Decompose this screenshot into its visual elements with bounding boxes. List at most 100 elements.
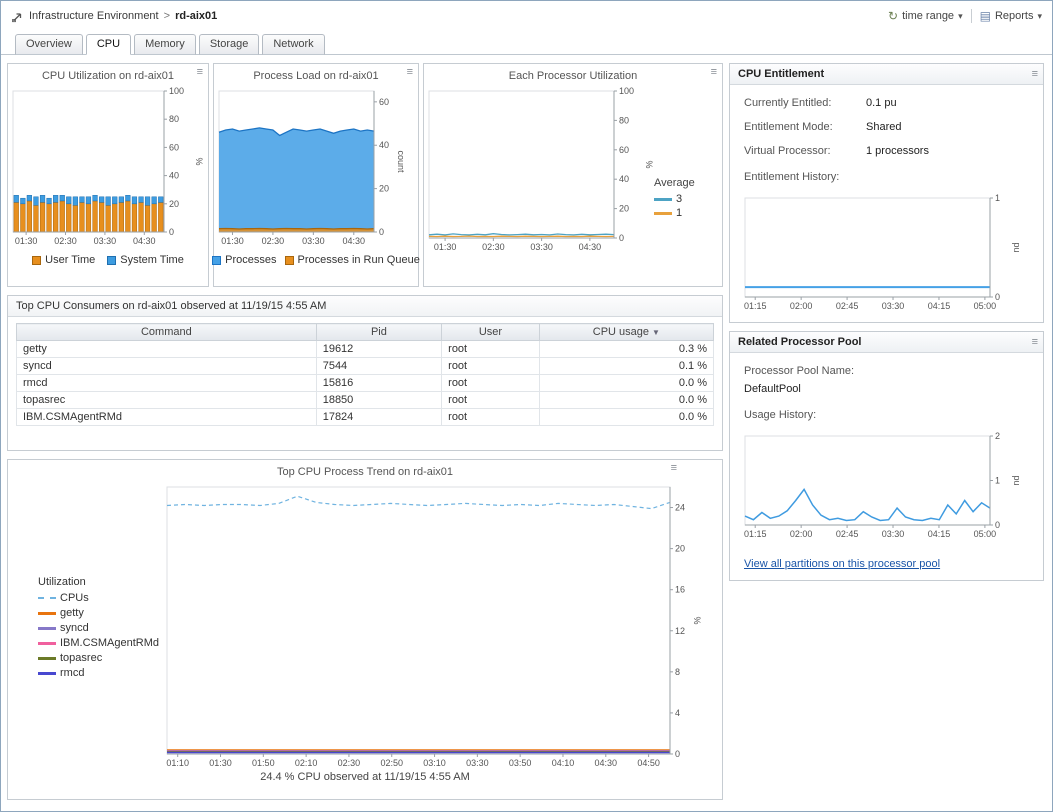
legend-label: syncd (60, 622, 89, 634)
top-chart-row: CPU Utilization on rd-aix01 ≡ 0 20 40 60 80 1… (7, 63, 723, 287)
table-row[interactable]: topasrec 18850 root 0.0 % (16, 391, 715, 409)
view-partitions-link[interactable]: View all partitions on this processor po… (744, 558, 941, 570)
legend-item: IBM.CSMAgentRMd (38, 637, 162, 649)
breadcrumb-root[interactable]: Infrastructure Environment (29, 10, 159, 22)
processes-swatch (212, 255, 222, 265)
syncd-swatch (38, 626, 56, 630)
tab-memory[interactable]: Memory (134, 34, 196, 55)
chart-legend: Processes Processes in Run Queue (212, 254, 420, 266)
cell-pid: 15816 (315, 374, 443, 392)
svg-text:01:30: 01:30 (15, 236, 38, 246)
table-row[interactable]: IBM.CSMAgentRMd 17824 root 0.0 % (16, 408, 715, 426)
svg-text:01:30: 01:30 (209, 758, 232, 768)
svg-text:20: 20 (379, 184, 389, 194)
cell-pid: 7544 (315, 357, 443, 375)
run-queue-swatch (284, 255, 294, 265)
svg-text:03:50: 03:50 (509, 758, 532, 768)
legend-item: 1 (654, 207, 716, 219)
svg-text:80: 80 (619, 115, 629, 125)
tab-storage[interactable]: Storage (198, 34, 260, 55)
panel-menu-icon[interactable]: ≡ (1031, 68, 1038, 80)
svg-text:05:00: 05:00 (974, 529, 997, 539)
column-header-user[interactable]: User (441, 323, 540, 341)
svg-text:03:30: 03:30 (94, 236, 117, 246)
related-processor-pool-panel: Related Processor Pool ≡ Processor Pool … (729, 331, 1044, 581)
svg-text:03:30: 03:30 (466, 758, 489, 768)
chart-body: 0 20 40 60 80 100% 01:30 02:30 03:30 04:30 Averag… (424, 84, 722, 254)
field-row: Currently Entitled: 0.1 pu (744, 97, 1043, 109)
left-column: CPU Utilization on rd-aix01 ≡ 0 20 40 60 80 1… (7, 63, 723, 800)
chart-title: CPU Utilization on rd-aix01 (41, 70, 175, 82)
cell-cpu: 0.0 % (538, 391, 715, 409)
chart-menu-icon[interactable]: ≡ (710, 66, 717, 78)
panel-header: CPU Entitlement (730, 64, 1043, 85)
column-header-pid[interactable]: Pid (315, 323, 443, 341)
svg-text:01:30: 01:30 (221, 236, 244, 246)
svg-text:01:15: 01:15 (744, 301, 767, 311)
svg-text:05:00: 05:00 (974, 301, 997, 311)
tab-network[interactable]: Network (262, 34, 325, 55)
svg-text:2: 2 (995, 431, 1000, 441)
field-label: Virtual Processor: (744, 145, 831, 157)
breadcrumb: Infrastructure Environment > rd-aix01 (11, 10, 217, 23)
svg-text:04:30: 04:30 (133, 236, 156, 246)
svg-text:%: % (692, 616, 702, 624)
chart-menu-icon[interactable]: ≡ (196, 66, 203, 78)
legend-title: Utilization (38, 576, 86, 588)
svg-text:04:50: 04:50 (637, 758, 660, 768)
svg-text:02:30: 02:30 (262, 236, 285, 246)
cell-user: root (441, 391, 540, 409)
legend-label: Processes in Run Queue (297, 254, 420, 266)
cell-cpu: 0.0 % (538, 374, 715, 392)
chart-legend: User Time System Time (8, 254, 208, 266)
svg-text:12: 12 (675, 626, 685, 636)
svg-text:40: 40 (169, 171, 179, 181)
svg-text:20: 20 (169, 199, 179, 209)
svg-text:100: 100 (619, 86, 634, 96)
cell-user: root (441, 357, 540, 375)
reports-control[interactable]: ▤ Reports ▾ (980, 9, 1042, 23)
each-processor-panel: Each Processor Utilization ≡ 0 20 40 60 80 10… (423, 63, 723, 287)
usage-history-chart[interactable]: 0 1 2 pu 01:15 02:00 02:45 03:30 04:15 05:00 (740, 429, 1030, 541)
legend-label: User Time (45, 254, 96, 266)
cpu-utilization-chart[interactable]: 0 20 40 60 80 100% 01:30 02:30 03:30 04:30 (8, 84, 204, 248)
chart-menu-icon[interactable]: ≡ (406, 66, 413, 78)
tab-overview[interactable]: Overview (15, 34, 83, 55)
chart-body: Utilization CPUs getty syncd (12, 480, 718, 770)
column-header-cpu-usage[interactable]: CPU usage ▼ (538, 323, 715, 341)
cell-pid: 18850 (315, 391, 443, 409)
svg-text:0: 0 (995, 292, 1000, 302)
cpu3-swatch (654, 197, 672, 201)
cpus-swatch (38, 597, 56, 599)
svg-text:02:45: 02:45 (836, 529, 859, 539)
table-row[interactable]: syncd 7544 root 0.1 % (16, 357, 715, 375)
time-range-control[interactable]: ↻ time range ▾ (888, 9, 963, 23)
entitlement-history-chart[interactable]: 0 1 pu 01:15 02:00 02:45 03:30 04:15 05:00 (740, 191, 1030, 313)
svg-text:20: 20 (619, 204, 629, 214)
cell-pid: 19612 (315, 340, 443, 358)
chevron-down-icon: ▾ (958, 10, 963, 21)
svg-text:03:30: 03:30 (882, 529, 905, 539)
system-time-swatch (107, 255, 117, 265)
time-range-icon: ↻ (888, 9, 899, 23)
svg-text:pu: pu (1012, 475, 1022, 485)
svg-text:40: 40 (619, 174, 629, 184)
svg-text:1: 1 (995, 193, 1000, 203)
column-header-command[interactable]: Command (16, 323, 317, 341)
each-processor-chart[interactable]: 0 20 40 60 80 100% 01:30 02:30 03:30 04:30 (424, 84, 654, 254)
svg-text:04:15: 04:15 (928, 529, 951, 539)
panel-menu-icon[interactable]: ≡ (1031, 336, 1038, 348)
table-row[interactable]: rmcd 15816 root 0.0 % (16, 374, 715, 392)
trend-panel: Top CPU Process Trend on rd-aix01 ≡ Util… (7, 459, 723, 800)
legend-item: Processes in Run Queue (284, 254, 420, 266)
tab-cpu[interactable]: CPU (85, 34, 132, 55)
top-bar-actions: ↻ time range ▾ ▤ Reports ▾ (888, 9, 1042, 23)
table-row[interactable]: getty 19612 root 0.3 % (16, 340, 715, 358)
process-load-chart[interactable]: 0 20 40 60 count 01:30 02:30 03:30 04:30 (214, 84, 414, 248)
trend-chart[interactable]: 0 4 8 12 16 20 24% 01:10 01:30 01:50 02:10 02:30 02:… (162, 480, 710, 770)
svg-text:01:10: 01:10 (166, 758, 189, 768)
top-cpu-consumers-panel: Top CPU Consumers on rd-aix01 observed a… (7, 295, 723, 451)
field-label: Entitlement Mode: (744, 121, 833, 133)
chart-menu-icon[interactable]: ≡ (670, 462, 677, 474)
svg-text:60: 60 (619, 145, 629, 155)
